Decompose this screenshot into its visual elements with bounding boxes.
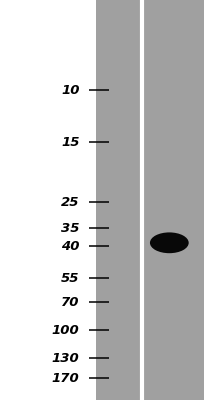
Text: 35: 35 — [61, 222, 80, 234]
Text: 25: 25 — [61, 196, 80, 208]
Bar — [96, 0, 204, 400]
Text: 40: 40 — [61, 240, 80, 252]
Ellipse shape — [150, 232, 189, 253]
Text: 170: 170 — [52, 372, 80, 384]
Text: 130: 130 — [52, 352, 80, 364]
Text: 55: 55 — [61, 272, 80, 284]
Text: 10: 10 — [61, 84, 80, 96]
Text: 15: 15 — [61, 136, 80, 148]
Text: 100: 100 — [52, 324, 80, 336]
Text: 70: 70 — [61, 296, 80, 308]
